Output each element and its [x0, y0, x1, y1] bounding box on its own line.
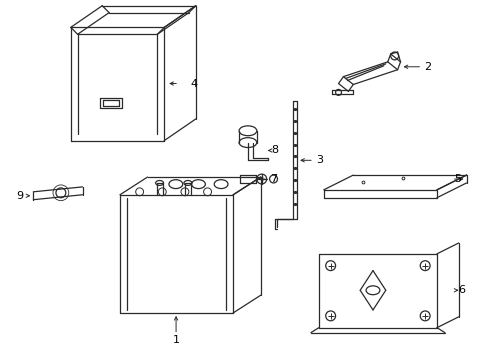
Text: 1: 1: [172, 336, 179, 346]
Text: 2: 2: [423, 62, 430, 72]
Text: 9: 9: [16, 191, 23, 201]
Text: 6: 6: [458, 285, 465, 295]
Text: 4: 4: [190, 78, 198, 89]
Text: 7: 7: [269, 174, 276, 184]
Text: 5: 5: [453, 174, 460, 184]
Text: 3: 3: [315, 155, 322, 165]
Text: 8: 8: [271, 145, 278, 156]
